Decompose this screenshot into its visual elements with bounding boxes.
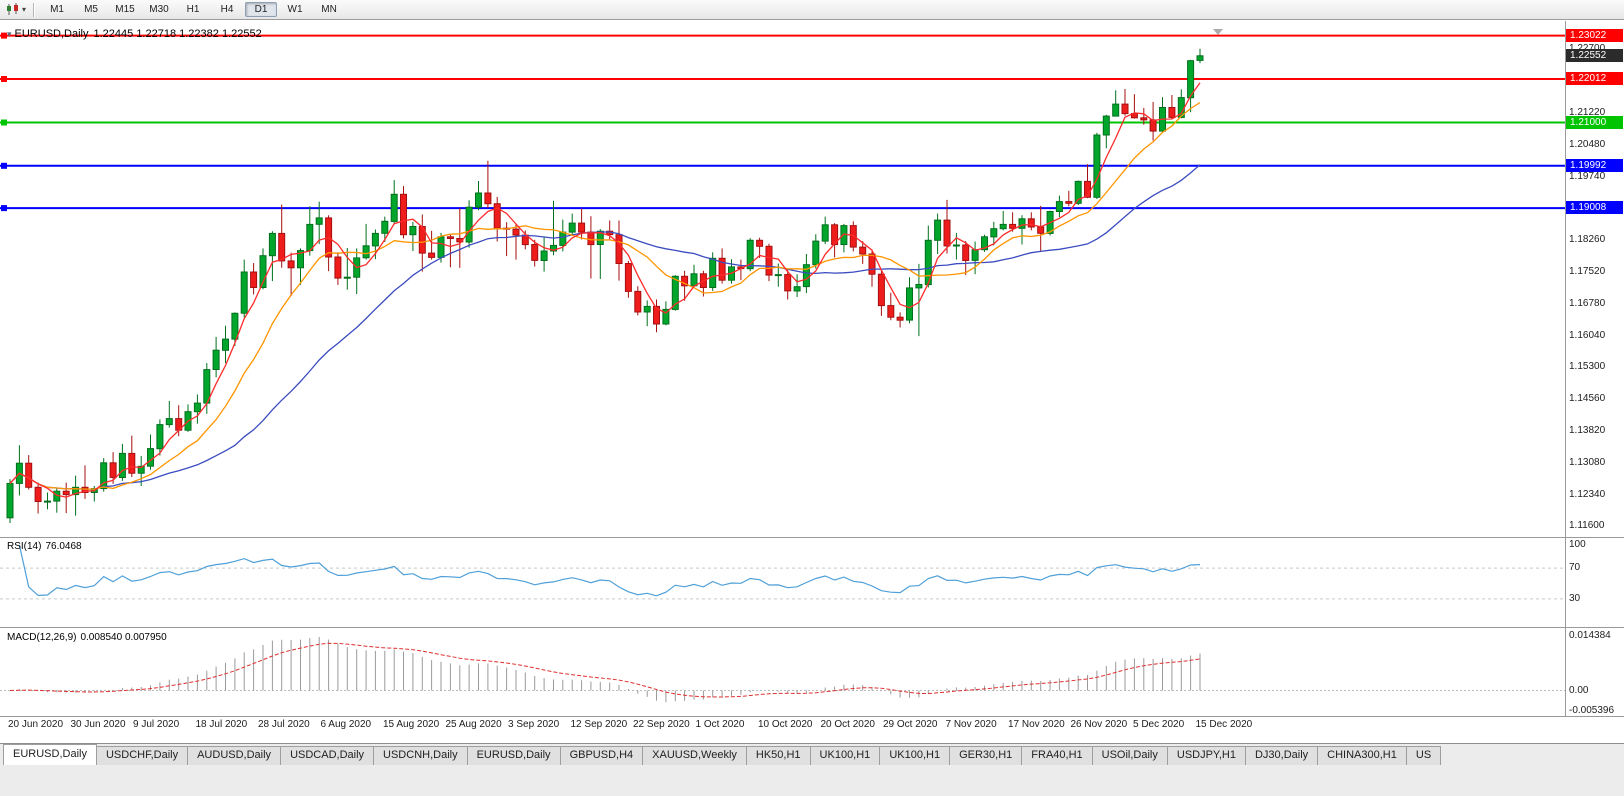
- chart-tab-dj30-daily[interactable]: DJ30,Daily: [1244, 746, 1319, 765]
- date-axis-label: 7 Nov 2020: [945, 719, 997, 730]
- date-axis-label: 26 Nov 2020: [1070, 719, 1128, 730]
- price-axis-label: 1.17520: [1569, 266, 1606, 278]
- date-axis-label: 18 Jul 2020: [195, 719, 248, 730]
- chart-tab-usdchf-daily[interactable]: USDCHF,Daily: [95, 746, 189, 765]
- timeframe-button-w1[interactable]: W1: [287, 4, 303, 15]
- price-axis-label: 1.13820: [1569, 425, 1606, 437]
- date-axis-label: 5 Dec 2020: [1133, 719, 1185, 730]
- chart-type-dropdown-icon[interactable]: ▾: [22, 5, 27, 14]
- macd-indicator-label: MACD(12,26,9) 0.008540 0.007950: [7, 632, 167, 643]
- chart-tab-usdcad-daily[interactable]: USDCAD,Daily: [280, 746, 375, 765]
- date-axis-label: 10 Oct 2020: [758, 719, 813, 730]
- date-axis-label: 28 Jul 2020: [258, 719, 310, 730]
- chart-tab-hk50-h1[interactable]: HK50,H1: [745, 746, 811, 765]
- date-axis-label: 12 Sep 2020: [570, 719, 628, 730]
- timeframe-button-m30[interactable]: M30: [149, 4, 169, 15]
- chart-tab-usdcnh-daily[interactable]: USDCNH,Daily: [373, 746, 468, 765]
- date-axis-label: 6 Aug 2020: [320, 719, 372, 730]
- chart-tab-eurusd-daily[interactable]: EURUSD,Daily: [3, 744, 97, 765]
- price-axis-label: 1.21220: [1569, 107, 1606, 119]
- rsi-name: RSI(14): [7, 541, 42, 552]
- current-price-box: 1.22552: [1566, 48, 1623, 62]
- chart-tab-gbpusd-h4[interactable]: GBPUSD,H4: [559, 746, 644, 765]
- date-axis-label: 25 Aug 2020: [445, 719, 502, 730]
- timeframe-button-d1[interactable]: D1: [245, 2, 278, 17]
- date-axis-label: 15 Dec 2020: [1195, 719, 1253, 730]
- macd-name: MACD(12,26,9): [7, 632, 77, 643]
- date-axis-label: 9 Jul 2020: [133, 719, 180, 730]
- price-axis-label: 1.11600: [1569, 520, 1605, 532]
- price-axis-label: 1.20480: [1569, 138, 1606, 150]
- rsi-axis-label: 30: [1569, 592, 1581, 604]
- date-axis-label: 30 Jun 2020: [70, 719, 126, 730]
- macd-axis-label: 0.014384: [1569, 630, 1611, 641]
- hline-price-box: 1.19992: [1566, 158, 1623, 172]
- timeframe-button-m15[interactable]: M15: [115, 4, 135, 15]
- hline-price-box: 1.19008: [1566, 201, 1623, 215]
- chart-tab-fra40-h1[interactable]: FRA40,H1: [1021, 746, 1093, 765]
- chart-tab-ger30-h1[interactable]: GER30,H1: [949, 746, 1023, 765]
- chart-tabs-bar: EURUSD,Daily USDCHF,Daily AUDUSD,Daily USDC…: [0, 743, 1624, 765]
- rsi-indicator-label: RSI(14) 76.0468: [7, 541, 82, 552]
- date-axis-label: 29 Oct 2020: [883, 719, 938, 730]
- symbol-dropdown-icon[interactable]: ▾: [7, 29, 12, 39]
- macd-axis-label: 0.00: [1569, 684, 1589, 696]
- hline-price-box: 1.23022: [1566, 28, 1623, 42]
- chart-title: ▾ EURUSD,Daily 1.22445 1.22718 1.22382 1.2…: [7, 28, 262, 40]
- chart-tab-eurusd-daily[interactable]: EURUSD,Daily: [466, 746, 561, 765]
- price-axis-label: 1.14560: [1569, 393, 1606, 405]
- timeframe-button-mn[interactable]: MN: [321, 4, 337, 15]
- rsi-axis-label: 70: [1569, 562, 1581, 574]
- price-axis-label: 1.16040: [1569, 329, 1606, 341]
- date-axis-label: 3 Sep 2020: [508, 719, 560, 730]
- timeframe-button-m5[interactable]: M5: [84, 4, 98, 15]
- price-axis-label: 1.19740: [1569, 170, 1606, 182]
- macd-axis-label: -0.005396: [1569, 705, 1615, 716]
- timeframe-button-h1[interactable]: H1: [186, 4, 200, 15]
- date-axis-label: 15 Aug 2020: [383, 719, 440, 730]
- toolbar-separator: [33, 2, 36, 17]
- timeframe-group: M1 M5 M15 M30 H1 H4 D1 W1 MN: [40, 2, 346, 17]
- price-axis-label: 1.15300: [1569, 361, 1606, 373]
- chart-ohlc-values: 1.22445 1.22718 1.22382 1.22552: [93, 28, 262, 40]
- chart-tab-us[interactable]: US: [1405, 746, 1442, 765]
- chart-tab-usoil-daily[interactable]: USOil,Daily: [1091, 746, 1168, 765]
- date-axis-label: 20 Oct 2020: [820, 719, 875, 730]
- toolbar: ▾ M1 M5 M15 M30 H1 H4 D1 W1 MN: [0, 0, 1624, 20]
- date-axis-label: 20 Jun 2020: [8, 719, 64, 730]
- chart-symbol: EURUSD,Daily: [14, 28, 89, 40]
- price-axis-label: 1.18260: [1569, 234, 1606, 246]
- date-axis-label: 22 Sep 2020: [633, 719, 690, 730]
- macd-values: 0.008540 0.007950: [80, 632, 167, 643]
- price-axis-label: 1.16780: [1569, 297, 1606, 309]
- chart-tab-audusd-daily[interactable]: AUDUSD,Daily: [187, 746, 282, 765]
- chart-tab-xauusd-weekly[interactable]: XAUUSD,Weekly: [642, 746, 747, 765]
- rsi-axis-label: 100: [1569, 539, 1586, 550]
- chart-tab-uk100-h1[interactable]: UK100,H1: [879, 746, 951, 765]
- rsi-value: 76.0468: [45, 541, 82, 552]
- status-bar: [0, 765, 1624, 796]
- date-axis-label: 17 Nov 2020: [1008, 719, 1065, 730]
- date-axis-label: 1 Oct 2020: [695, 719, 745, 730]
- chart-tab-china300-h1[interactable]: CHINA300,H1: [1317, 746, 1407, 765]
- hline-price-box: 1.21000: [1566, 115, 1623, 129]
- chart-tab-usdjpy-h1[interactable]: USDJPY,H1: [1166, 746, 1246, 765]
- price-axis-label: 1.12340: [1569, 488, 1606, 500]
- price-axis-label: 1.13080: [1569, 456, 1606, 468]
- chart-tab-uk100-h1[interactable]: UK100,H1: [809, 746, 881, 765]
- timeframe-button-m1[interactable]: M1: [50, 4, 64, 15]
- timeframe-button-h4[interactable]: H4: [220, 4, 234, 15]
- hline-price-box: 1.22012: [1566, 72, 1623, 86]
- chart-type-icon[interactable]: [5, 3, 21, 17]
